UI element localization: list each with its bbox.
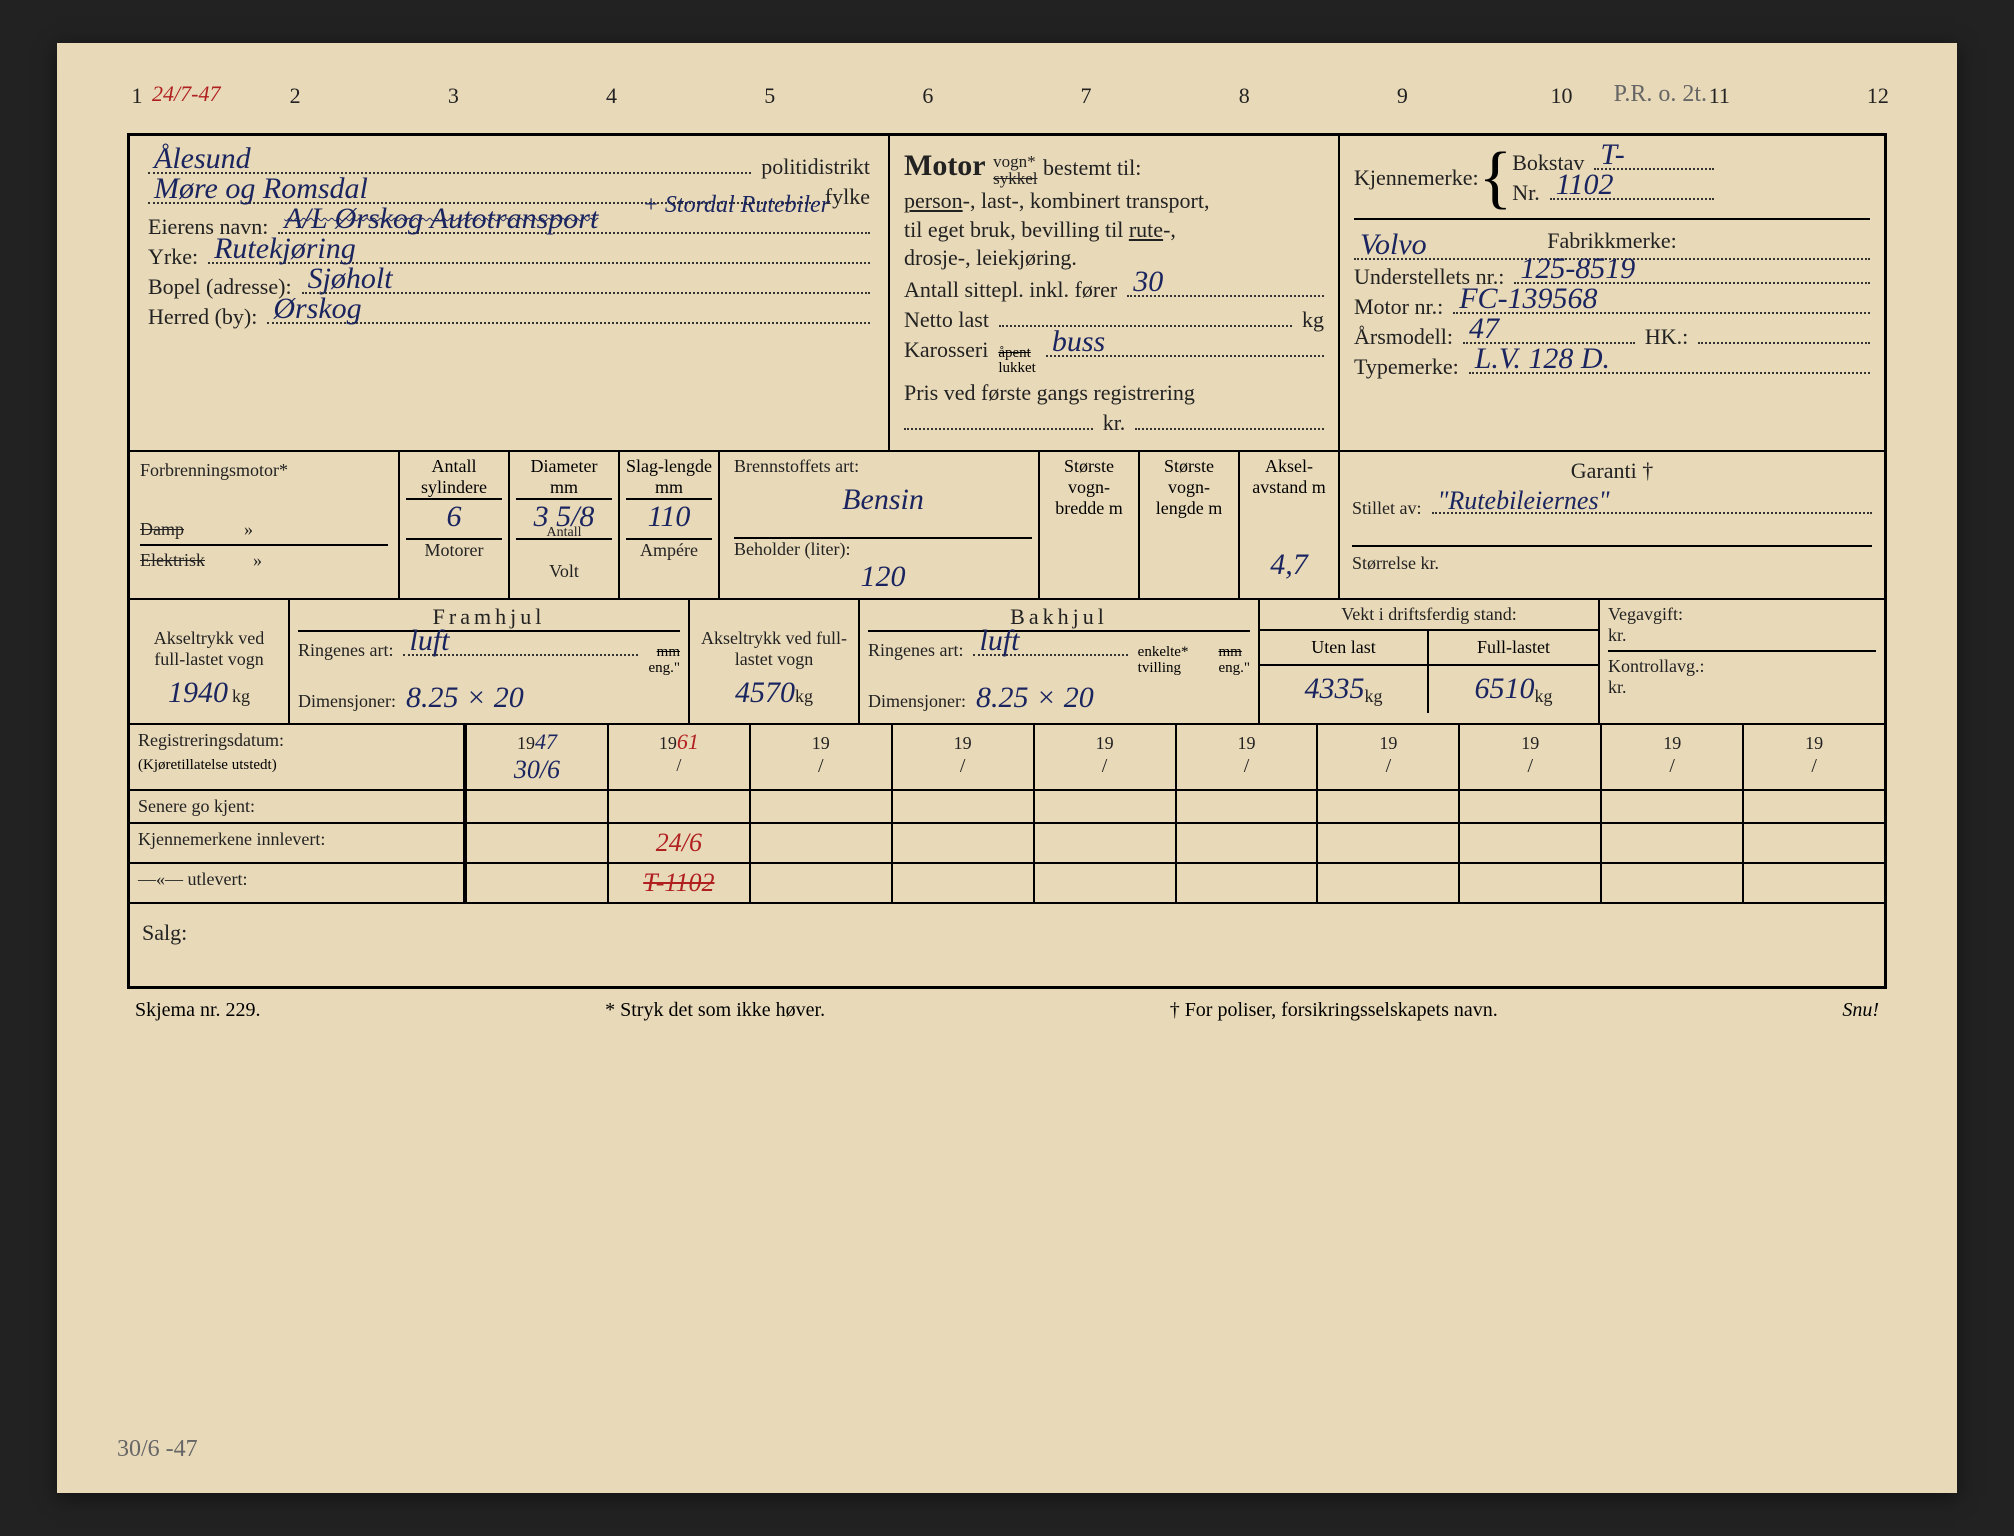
- reg-cell: 194730/6: [465, 725, 607, 789]
- reg-cell: [1458, 864, 1600, 902]
- reg-cell: [1742, 864, 1884, 902]
- reg-cell: 19/: [1033, 725, 1175, 789]
- reg-cell: [1600, 791, 1742, 822]
- reg-cell: 19/: [1175, 725, 1317, 789]
- reg-cell: 19/: [1316, 725, 1458, 789]
- reg-cell: [1742, 824, 1884, 862]
- reg-cell: 19/: [1600, 725, 1742, 789]
- reg-cell: [1175, 791, 1317, 822]
- reg-cell: [607, 791, 749, 822]
- reg-cell: [1033, 791, 1175, 822]
- reg-cell: [1458, 791, 1600, 822]
- reg-row-label: Senere go kjent:: [130, 791, 465, 822]
- main-frame: Ålesund politidistrikt Møre og Romsdal f…: [127, 133, 1887, 989]
- motor-block: Motor vogn* sykkel bestemt til: person-,…: [890, 136, 1340, 450]
- reg-cell: 19/: [1742, 725, 1884, 789]
- reg-cell: [1033, 824, 1175, 862]
- reg-cell: [891, 791, 1033, 822]
- owner-block: Ålesund politidistrikt Møre og Romsdal f…: [130, 136, 890, 450]
- reg-cell: [1316, 864, 1458, 902]
- reg-cell: [1600, 824, 1742, 862]
- footer: Skjema nr. 229. * Stryk det som ikke høv…: [127, 989, 1887, 1022]
- reg-cell: [465, 824, 607, 862]
- reg-cell: 19/: [749, 725, 891, 789]
- reg-cell: [1316, 791, 1458, 822]
- reg-cell: 24/6: [607, 824, 749, 862]
- reg-row-label: Registreringsdatum:(Kjøretillatelse utst…: [130, 725, 465, 789]
- reg-cell: 19/: [891, 725, 1033, 789]
- reg-cell: 19/: [1458, 725, 1600, 789]
- reg-row-label: Kjennemerkene innlevert:: [130, 824, 465, 862]
- reg-cell: [1033, 864, 1175, 902]
- reg-cell: [1458, 824, 1600, 862]
- vehicle-id-block: Kjennemerke: { Bokstav T- Nr. 1102 Fabri…: [1340, 136, 1884, 450]
- registration-grid: Registreringsdatum:(Kjøretillatelse utst…: [130, 725, 1884, 904]
- reg-cell: [465, 791, 607, 822]
- reg-cell: [465, 864, 607, 902]
- owner-correction: + Stordal Rutebiler: [643, 192, 830, 219]
- owner-name: A/L Ørskog Autotransport: [284, 202, 598, 236]
- ruler: 123 456 789 101112: [127, 83, 1887, 109]
- corner-note-bl: 30/6 -47: [117, 1436, 198, 1463]
- reg-cell: [1742, 791, 1884, 822]
- reg-cell: T-1102: [607, 864, 749, 902]
- registration-card: 24/7-47 P.R. o. 2t. 30/6 -47 123 456 789…: [57, 43, 1957, 1493]
- reg-cell: [749, 824, 891, 862]
- reg-cell: [891, 824, 1033, 862]
- salg-label: Salg:: [142, 920, 187, 945]
- reg-row-label: —«— utlevert:: [130, 864, 465, 902]
- reg-cell: [1316, 824, 1458, 862]
- reg-cell: [1175, 824, 1317, 862]
- reg-cell: 1961/: [607, 725, 749, 789]
- reg-cell: [749, 864, 891, 902]
- reg-cell: [1175, 864, 1317, 902]
- reg-cell: [749, 791, 891, 822]
- reg-cell: [1600, 864, 1742, 902]
- reg-cell: [891, 864, 1033, 902]
